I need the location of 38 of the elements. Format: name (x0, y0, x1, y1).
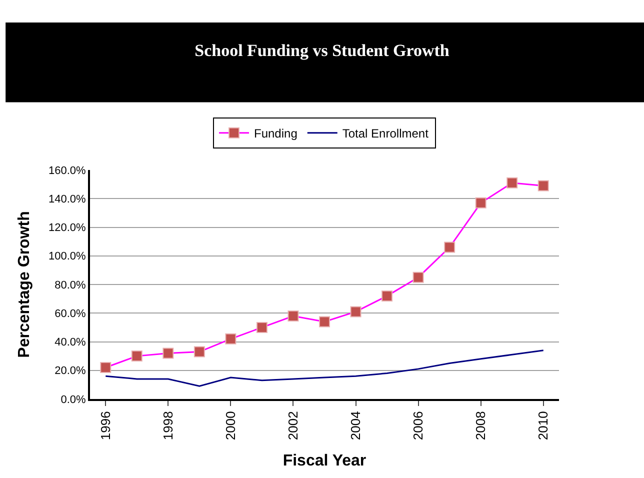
y-tick-label: 0.0% (60, 394, 86, 406)
point (412, 272, 424, 283)
point (256, 322, 268, 333)
point (475, 197, 486, 208)
point (319, 316, 330, 328)
x-tick-label: 2006 (410, 411, 426, 440)
x-tick-label: 2002 (285, 411, 300, 440)
y-tick-label: 120.0% (48, 222, 86, 234)
point (506, 177, 518, 188)
point (288, 310, 299, 322)
x-tick-label: 2004 (348, 411, 363, 440)
y-tick-label: 140.0% (48, 193, 86, 206)
y-tick-label: 60.0% (54, 308, 86, 320)
x-tick-label: 1998 (160, 411, 176, 440)
line-series (104, 350, 544, 387)
chart-title: School Funding vs Student Growth (194, 41, 450, 60)
x-axis-title: Fiscal Year (282, 452, 366, 470)
x-tick-label: 1996 (98, 411, 113, 440)
point (162, 348, 174, 359)
x-tick-label: 2000 (222, 411, 238, 440)
y-tick-label: 40.0% (54, 336, 86, 349)
legend-label: Total Enrollment (342, 126, 430, 141)
x-tick-label: 2008 (473, 411, 488, 440)
point (538, 180, 549, 192)
point (131, 350, 142, 362)
point (350, 306, 362, 318)
y-tick-label: 80.0% (54, 279, 86, 292)
point (382, 290, 393, 302)
point (225, 333, 236, 344)
point (194, 346, 205, 358)
y-tick-label: 100.0% (48, 250, 86, 263)
legend-label: Funding (254, 126, 298, 141)
y-tick-label: 160.0% (48, 164, 86, 177)
point (100, 362, 112, 374)
y-tick-label: 20.0% (54, 365, 86, 378)
x-tick-label: 2010 (536, 411, 551, 440)
point (444, 242, 456, 253)
y-axis-title: Percentage Growth (16, 211, 33, 358)
